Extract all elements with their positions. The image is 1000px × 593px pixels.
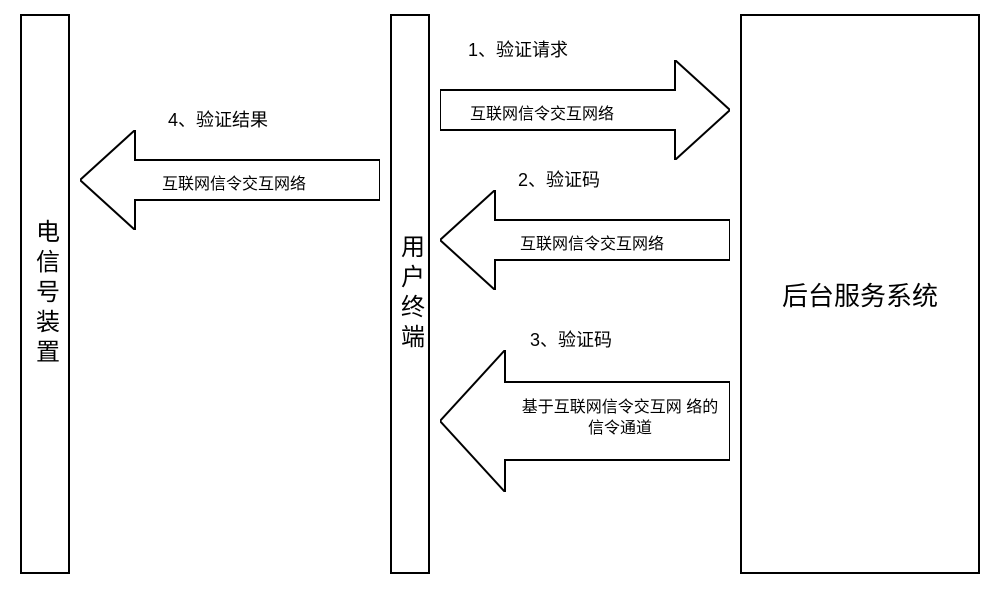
arrow-2-verify-code: 2、验证码 互联网信令交互网络 <box>440 190 730 290</box>
arrow-4-verify-result: 4、验证结果 互联网信令交互网络 <box>80 130 380 230</box>
arrow-3-label: 3、验证码 <box>530 326 612 352</box>
arrow-2-body-text: 互联网信令交互网络 <box>520 230 664 254</box>
arrow-4-body-text: 互联网信令交互网络 <box>162 170 306 194</box>
arrow-1-body-text: 互联网信令交互网络 <box>470 100 614 124</box>
diagram-root: 电信号装置 用户终端 后台服务系统 1、验证请求 互联网信令交互网络 2、验证码… <box>0 0 1000 593</box>
box-telecom-device: 电信号装置 <box>20 14 70 574</box>
arrow-1-verify-request: 1、验证请求 互联网信令交互网络 <box>440 60 730 160</box>
arrow-2-label: 2、验证码 <box>518 166 600 192</box>
arrow-3-body-text: 基于互联网信令交互网 络的信令通道 <box>520 398 720 440</box>
box-backend-system: 后台服务系统 <box>740 14 980 574</box>
box-telecom-label: 电信号装置 <box>28 219 63 369</box>
arrow-3-verify-code-channel: 3、验证码 基于互联网信令交互网 络的信令通道 <box>440 350 730 492</box>
arrow-1-label: 1、验证请求 <box>468 36 568 62</box>
box-user-terminal-label: 用户终端 <box>393 234 428 354</box>
box-backend-label: 后台服务系统 <box>782 276 938 313</box>
arrow-4-label: 4、验证结果 <box>168 106 268 132</box>
box-user-terminal: 用户终端 <box>390 14 430 574</box>
